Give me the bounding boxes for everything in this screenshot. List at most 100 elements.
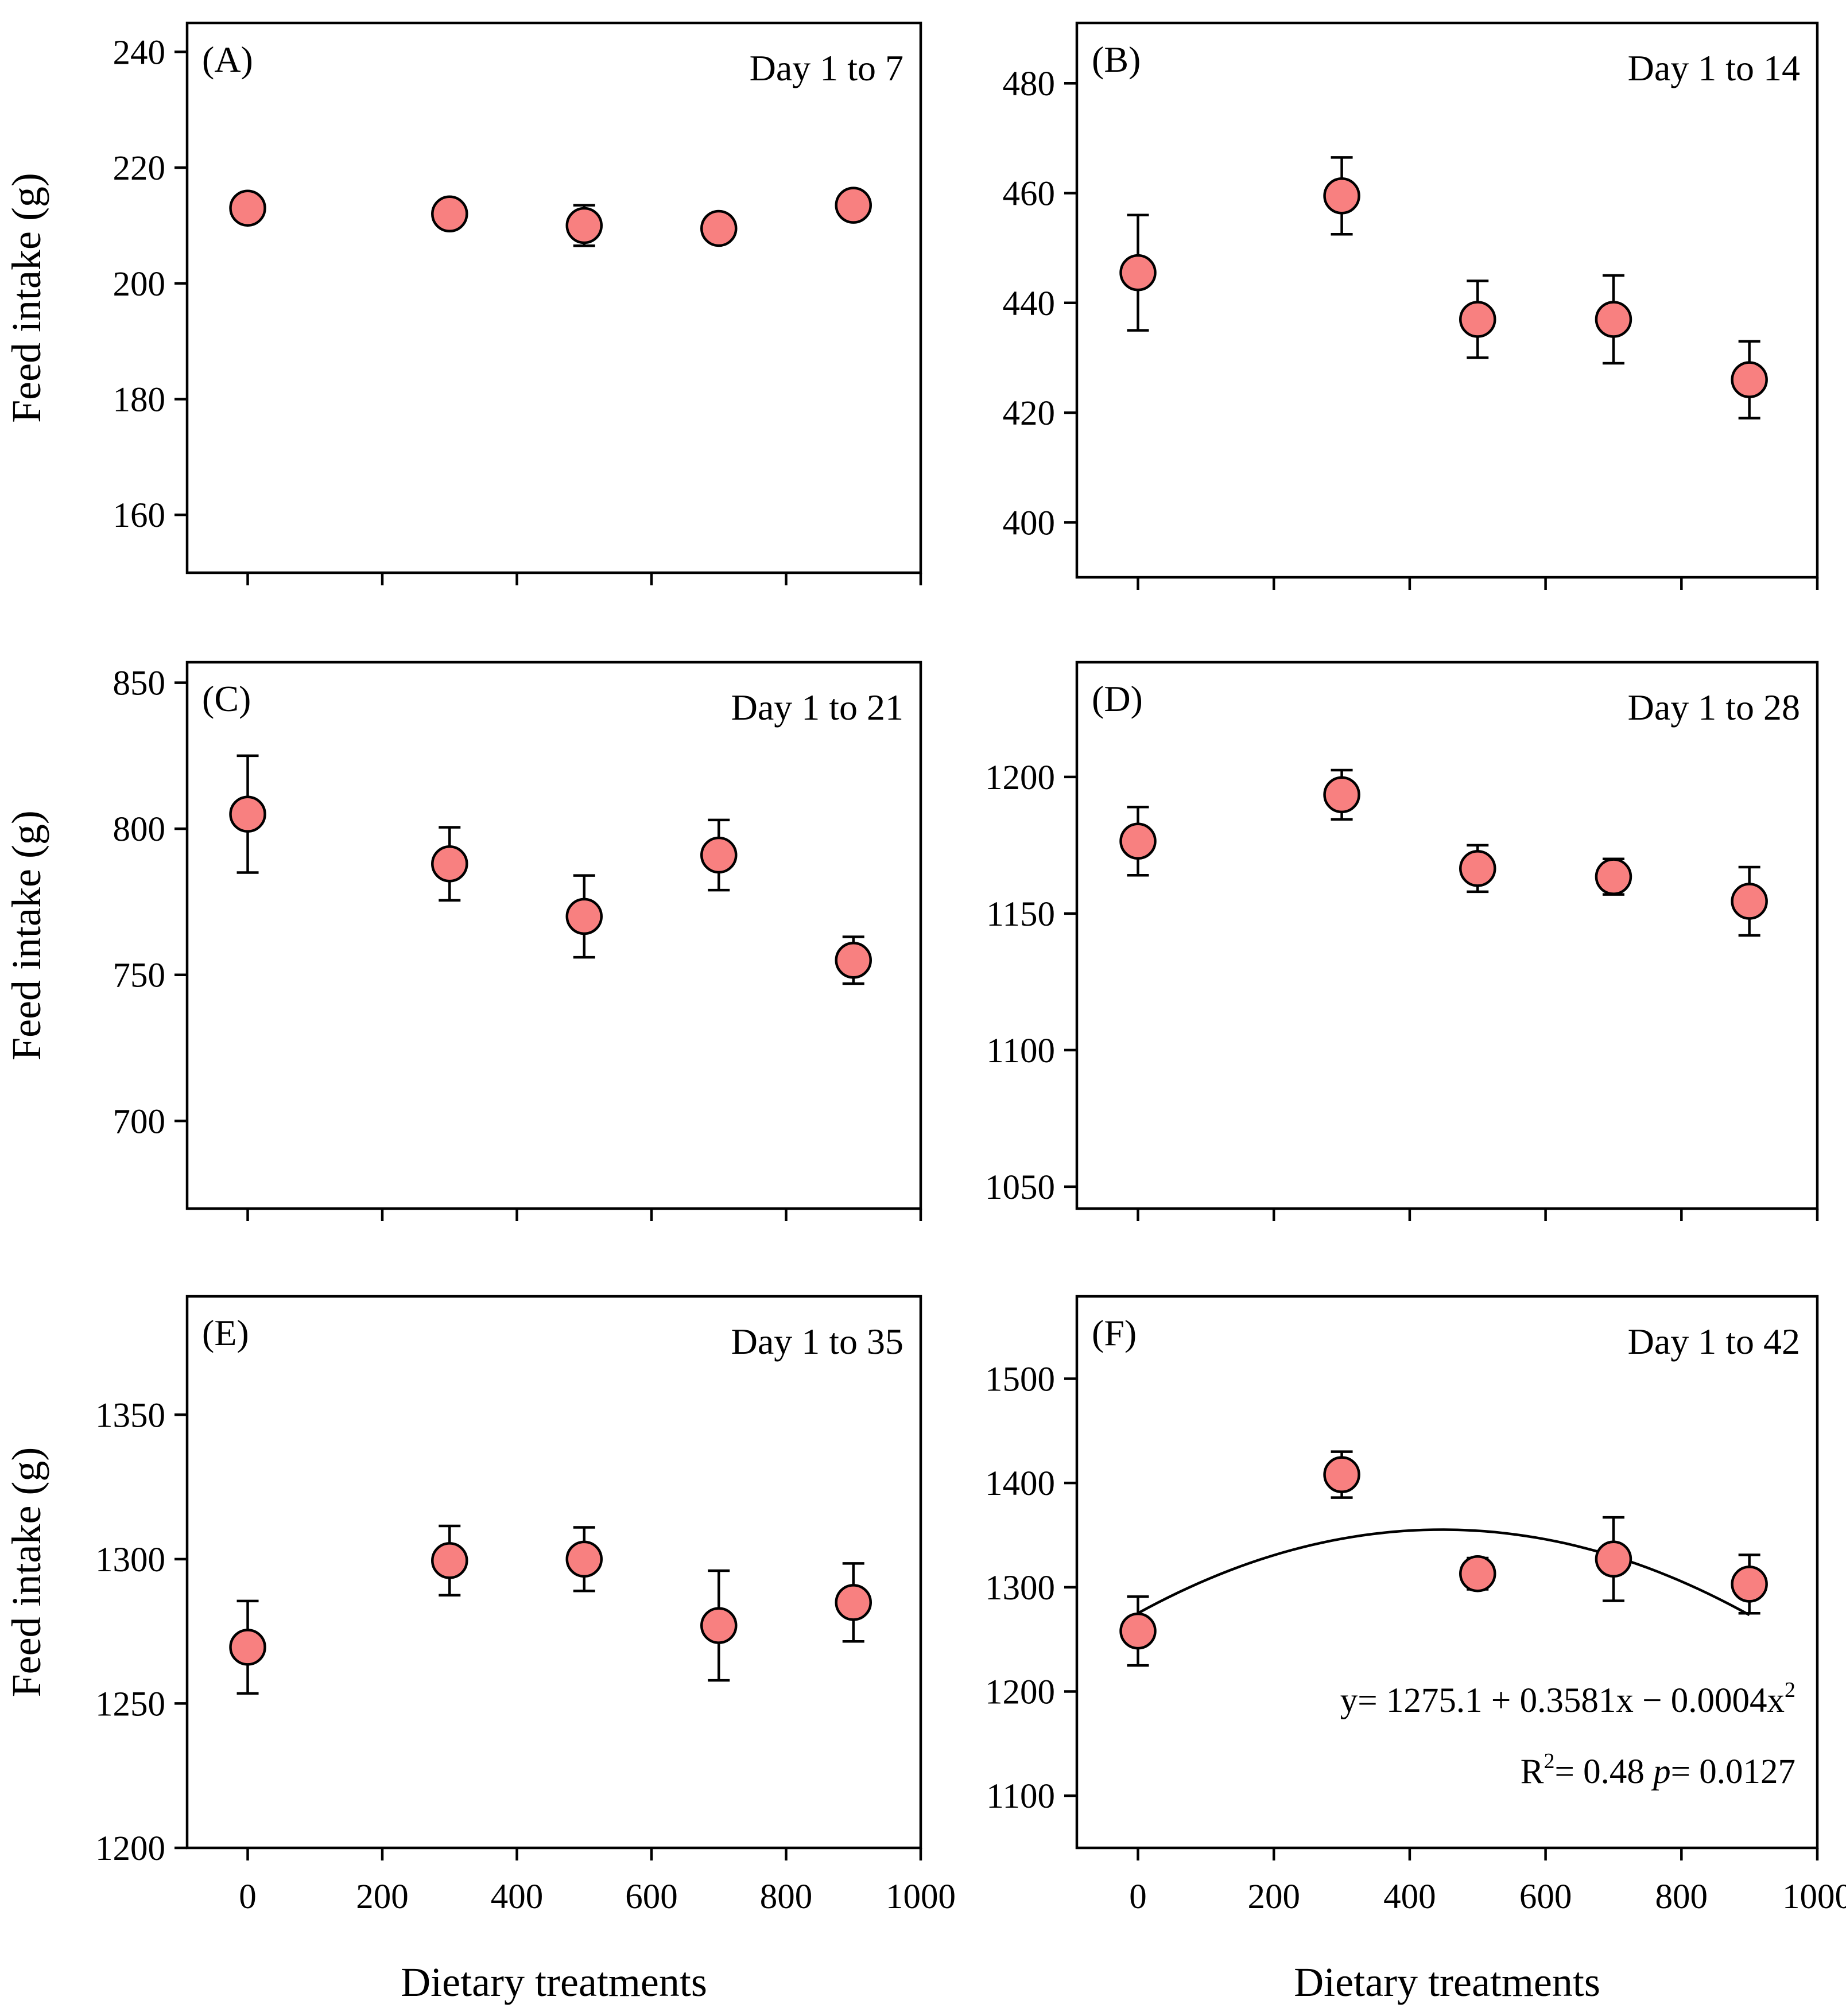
- plot-frame: [1075, 1295, 1819, 1850]
- panel-letter: (A): [202, 39, 253, 80]
- y-tick-label: 1200: [95, 1829, 165, 1868]
- data-point: [1323, 776, 1360, 814]
- period-label: Day 1 to 42: [1628, 1321, 1800, 1362]
- data-point: [1119, 254, 1157, 292]
- data-point: [229, 1629, 266, 1666]
- period-label: Day 1 to 14: [1628, 48, 1800, 88]
- data-point: [835, 1584, 872, 1621]
- panel-e: 1200 1250 1300 1350 0 200 400 600 800 1000 (E) Day …: [3, 1295, 956, 2005]
- y-axis-title: Feed intake (g): [3, 173, 49, 423]
- y-tick-label: 480: [1003, 65, 1056, 103]
- y-tick-label: 1200: [985, 759, 1055, 797]
- x-tick-label: 800: [760, 1878, 813, 1916]
- panel-b: 400 420 440 460 480 (B) Day 1 to 14: [1003, 21, 1819, 590]
- data-point: [835, 942, 872, 979]
- x-axis-title: Dietary treatments: [1294, 1959, 1600, 2005]
- y-tick-label: 460: [1003, 174, 1056, 213]
- data-point: [835, 187, 872, 224]
- y-tick-label: 1350: [95, 1396, 165, 1435]
- y-tick-label: 420: [1003, 394, 1056, 433]
- y-tick-label: 750: [113, 957, 166, 995]
- panel-a: 160 180 200 220 240 (A) Day 1 to 7 Feed intake …: [3, 21, 922, 585]
- data-point: [229, 189, 266, 227]
- y-tick-label: 200: [113, 265, 166, 304]
- y-tick-label: 1500: [985, 1361, 1055, 1399]
- quadratic-fit-line: [1137, 1528, 1750, 1617]
- panel-d: 1050 1100 1150 1200 (D) Day 1 to 28: [985, 661, 1819, 1221]
- data-point: [431, 195, 468, 233]
- data-point: [565, 898, 603, 935]
- plot-frame: [1075, 661, 1819, 1210]
- y-tick-label: 160: [113, 496, 166, 535]
- x-tick-label: 400: [1383, 1878, 1436, 1916]
- data-point: [700, 209, 738, 247]
- y-tick-label: 1300: [985, 1569, 1055, 1607]
- x-tick-label: 600: [625, 1878, 678, 1916]
- data-point: [431, 845, 468, 883]
- data-point: [1119, 822, 1157, 860]
- period-label: Day 1 to 35: [731, 1321, 903, 1362]
- y-tick-label: 1200: [985, 1673, 1055, 1712]
- y-tick-label: 180: [113, 380, 166, 419]
- x-tick-label: 200: [356, 1878, 409, 1916]
- y-tick-label: 1050: [985, 1168, 1055, 1207]
- data-point: [1595, 858, 1632, 895]
- data-point: [1731, 1566, 1768, 1603]
- x-tick-label: 1000: [886, 1878, 956, 1916]
- y-tick-label: 800: [113, 810, 166, 849]
- panel-letter: (B): [1092, 39, 1141, 80]
- y-tick-label: 1400: [985, 1465, 1055, 1503]
- y-tick-label: 1100: [986, 1777, 1055, 1816]
- data-point: [1323, 177, 1360, 215]
- x-axis-title: Dietary treatments: [401, 1959, 707, 2005]
- data-point: [1731, 361, 1768, 398]
- x-tick-label: 800: [1655, 1878, 1708, 1916]
- y-tick-label: 1100: [986, 1032, 1055, 1070]
- x-tick-label: 0: [239, 1878, 257, 1916]
- data-point: [1119, 1612, 1157, 1650]
- data-point: [565, 1540, 603, 1578]
- x-tick-label: 400: [491, 1878, 544, 1916]
- fit-statistics: R2= 0.48 p= 0.0127: [1521, 1749, 1795, 1791]
- data-point: [700, 1607, 738, 1644]
- y-axis-title: Feed intake (g): [3, 810, 49, 1061]
- y-axis-title: Feed intake (g): [3, 1447, 49, 1698]
- plot-frame: [185, 661, 922, 1210]
- panel-c: 700 750 800 850 (C) Day 1 to 21 Feed intake (g…: [3, 661, 922, 1221]
- period-label: Day 1 to 21: [731, 687, 903, 728]
- data-point: [700, 836, 738, 874]
- y-tick-label: 240: [113, 33, 166, 72]
- data-point: [1323, 1456, 1360, 1493]
- x-tick-label: 1000: [1782, 1878, 1846, 1916]
- panel-letter: (C): [202, 678, 251, 719]
- fit-equation: y= 1275.1 + 0.3581x − 0.0004x2: [1340, 1678, 1795, 1720]
- panel-letter: (D): [1092, 678, 1143, 719]
- y-tick-label: 440: [1003, 285, 1056, 323]
- x-tick-label: 200: [1247, 1878, 1300, 1916]
- period-label: Day 1 to 7: [750, 48, 903, 88]
- y-tick-label: 1250: [95, 1685, 165, 1723]
- panel-letter: (E): [202, 1312, 249, 1353]
- y-tick-label: 220: [113, 149, 166, 188]
- y-tick-label: 850: [113, 665, 166, 703]
- y-tick-label: 700: [113, 1102, 166, 1141]
- y-tick-label: 1300: [95, 1541, 165, 1579]
- y-tick-label: 1150: [986, 895, 1055, 934]
- x-tick-label: 0: [1129, 1878, 1147, 1916]
- x-tick-label: 600: [1519, 1878, 1572, 1916]
- data-point: [1731, 883, 1768, 920]
- data-point: [431, 1542, 468, 1579]
- panel-f: 1100 1200 1300 1400 1500 0 200 400 600 800 1000 (F)…: [985, 1295, 1846, 2005]
- data-point: [1459, 850, 1496, 887]
- period-label: Day 1 to 28: [1628, 687, 1800, 728]
- data-point: [565, 207, 603, 244]
- plot-frame: [185, 21, 922, 574]
- plot-frame: [185, 1295, 922, 1850]
- data-point: [1595, 1540, 1632, 1578]
- panel-letter: (F): [1092, 1312, 1137, 1353]
- y-tick-label: 400: [1003, 504, 1056, 542]
- data-point: [1459, 1555, 1496, 1592]
- data-point: [1595, 301, 1632, 338]
- data-point: [1459, 301, 1496, 338]
